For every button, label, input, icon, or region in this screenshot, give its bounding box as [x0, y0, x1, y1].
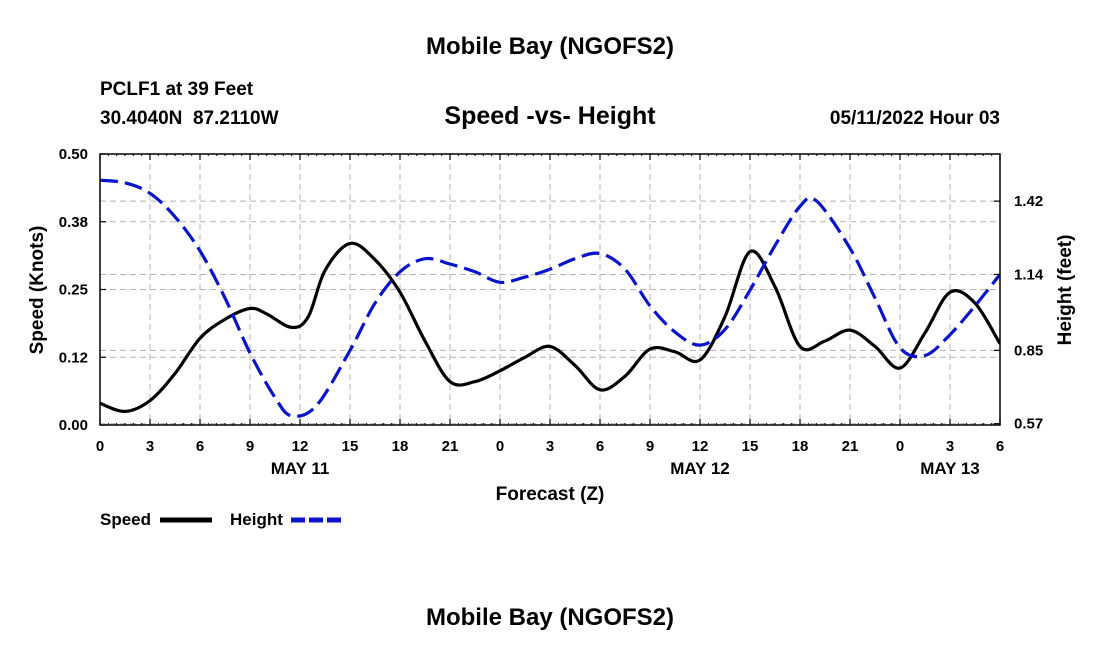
x-tick-label: 15: [742, 438, 759, 455]
chart-title: Mobile Bay (NGOFS2): [426, 33, 674, 60]
x-tick-label: 12: [292, 438, 309, 455]
series-line-speed: [100, 241, 1000, 413]
x-tick-label: 18: [792, 438, 809, 455]
y-axis-label-right: Height (feet): [1055, 235, 1076, 346]
x-tick-label: 3: [146, 438, 154, 455]
x-tick-label: 12: [692, 438, 709, 455]
y-tick-label-left: 0.25: [59, 282, 88, 299]
y-tick-label-right: 0.85: [1014, 342, 1043, 359]
x-tick-label: 0: [496, 438, 504, 455]
y-tick-label-right: 1.42: [1014, 193, 1043, 210]
y-tick-label-left: 0.00: [59, 417, 88, 434]
legend-label-speed: Speed: [100, 510, 151, 529]
y-tick-label-left: 0.50: [59, 146, 88, 163]
x-tick-label: 0: [896, 438, 904, 455]
chart-subtitle: Speed -vs- Height: [444, 102, 656, 130]
date-label: MAY 13: [920, 459, 980, 478]
x-tick-label: 9: [246, 438, 254, 455]
series-line-height: [100, 178, 1000, 418]
x-tick-label: 6: [996, 438, 1004, 455]
location-label: 30.4040N 87.2110W: [100, 108, 279, 129]
x-tick-label: 18: [392, 438, 409, 455]
y-tick-label-left: 0.38: [59, 214, 88, 231]
date-label: MAY 11: [271, 459, 330, 478]
station-label: PCLF1 at 39 Feet: [100, 79, 254, 100]
x-tick-label: 21: [442, 438, 459, 455]
x-tick-label: 6: [596, 438, 604, 455]
x-axis-label: Forecast (Z): [496, 484, 605, 505]
x-tick-label: 21: [842, 438, 859, 455]
footer-title: Mobile Bay (NGOFS2): [426, 604, 674, 631]
series-layer: [100, 178, 1000, 418]
x-tick-label: 3: [546, 438, 554, 455]
legend: Speed Height: [100, 510, 343, 529]
date-label: MAY 12: [670, 459, 730, 478]
x-tick-label: 6: [196, 438, 204, 455]
datetime-label: 05/11/2022 Hour 03: [830, 108, 1000, 129]
x-tick-label: 3: [946, 438, 954, 455]
y-tick-label-right: 0.57: [1014, 416, 1043, 433]
x-tick-label: 15: [342, 438, 359, 455]
legend-label-height: Height: [230, 510, 283, 529]
x-tick-label: 0: [96, 438, 104, 455]
y-tick-label-left: 0.12: [59, 349, 88, 366]
y-tick-label-right: 1.14: [1014, 266, 1044, 283]
y-axis-label-left: Speed (Knots): [27, 226, 48, 355]
grid-lines: [100, 154, 1000, 425]
x-tick-label: 9: [646, 438, 654, 455]
axes: 0 3 6 9 12 15 18 21 0 3 6 9 12 15 18 21 0 3 6 MAY 11 MAY 12 M…: [59, 146, 1044, 478]
